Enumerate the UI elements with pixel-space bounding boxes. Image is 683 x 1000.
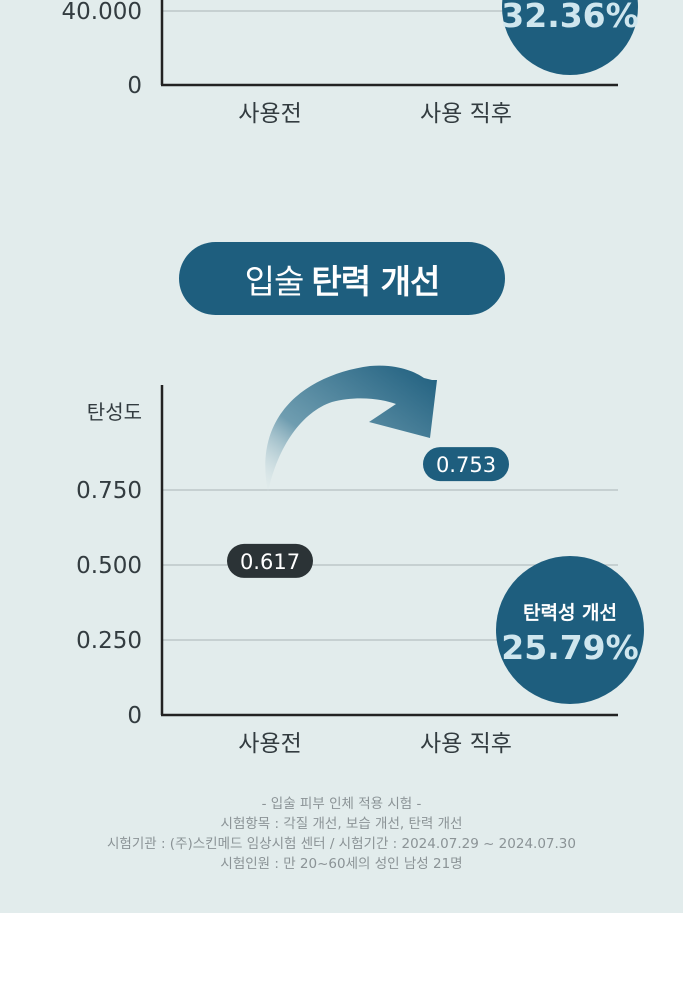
elasticity-chart: 탄성도 0 0.250 0.500 0.750 0.617 0.753 사용전 사용 직…	[76, 365, 644, 757]
footnote-items: 시험항목 : 각질 개선, 보습 개선, 탄력 개선	[220, 816, 463, 832]
y-axis-label: 탄성도	[87, 400, 142, 424]
increase-arrow	[265, 365, 437, 492]
y-tick-label-0: 0	[127, 703, 142, 729]
test-footnotes: - 입술 피부 인체 적용 시험 - 시험항목 : 각질 개선, 보습 개선, …	[0, 794, 683, 874]
chart-panel	[0, 0, 683, 913]
y-tick-label-0.250: 0.250	[76, 628, 142, 654]
top-improvement-badge	[502, 0, 638, 75]
section-title: 입술 탄력 개선	[244, 255, 441, 303]
section-title-regular: 입술	[244, 261, 305, 301]
top-chart: 40.000 0 사용전 사용 직후 32.36%	[62, 0, 639, 127]
improvement-badge-value: 25.79%	[501, 628, 638, 667]
y-tick-label-0.750: 0.750	[76, 478, 142, 504]
y-tick-label-0.500: 0.500	[76, 553, 142, 579]
charts-canvas: 40.000 0 사용전 사용 직후 32.36% 탄성도 0 0.250 0.50…	[62, 0, 644, 757]
improvement-badge-title: 탄력성 개선	[523, 602, 617, 624]
y-tick-labels: 0 0.250 0.500 0.750	[76, 478, 142, 729]
footnote-institution: 시험기관 : (주)스킨메드 임상시험 센터 / 시험기간 : 2024.07.…	[107, 836, 576, 852]
section-title-pill: 입술 탄력 개선	[179, 242, 505, 315]
footnote-title: - 입술 피부 인체 적용 시험 -	[261, 796, 422, 812]
value-label-bg-after	[423, 447, 509, 482]
top-category-label-after: 사용 직후	[420, 101, 512, 127]
value-label-after: 0.753	[436, 453, 496, 477]
value-label-before: 0.617	[240, 550, 300, 574]
top-tick-label-0: 0	[127, 73, 142, 99]
value-label-bg-before	[227, 543, 313, 578]
top-category-label-before: 사용전	[238, 101, 301, 127]
footnote-subjects: 시험인원 : 만 20~60세의 성인 남성 21명	[220, 856, 463, 872]
section-title-bold: 탄력 개선	[311, 261, 440, 301]
category-label-before: 사용전	[238, 731, 301, 757]
top-improvement-badge-value: 32.36%	[501, 0, 638, 35]
value-labels: 0.617 0.753	[227, 447, 509, 578]
top-tick-label-40000: 40.000	[62, 0, 142, 25]
improvement-badge	[496, 556, 644, 704]
category-label-after: 사용 직후	[420, 731, 512, 757]
